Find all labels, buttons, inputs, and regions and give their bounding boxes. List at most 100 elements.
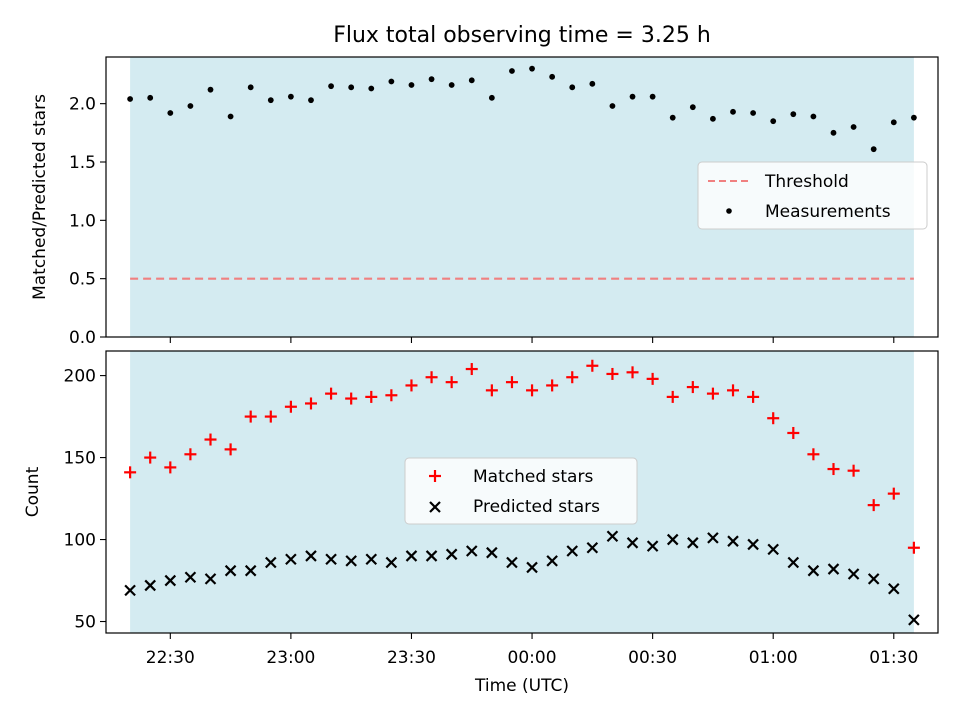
x-tick-label: 23:30 [387, 648, 436, 668]
matched-star-point [887, 487, 900, 500]
predicted-star-point [506, 556, 518, 569]
measurement-point [488, 94, 495, 101]
measurement-point [649, 93, 656, 100]
matched-star-point [666, 390, 679, 403]
bottom-y-axis: 50 100 150 200 [64, 367, 106, 633]
matched-star-point [787, 426, 800, 439]
bottom-y-axis-label: Count [23, 466, 43, 517]
matched-star-point [606, 367, 619, 380]
x-tick-label: 23:00 [266, 648, 315, 668]
top-y-axis: 0.0 0.5 1.0 1.5 2.0 [69, 95, 106, 348]
predicted-star-point [847, 568, 860, 580]
x-tick-label: 01:30 [869, 648, 918, 668]
legend-matched-label: Matched stars [473, 467, 593, 487]
matched-star-point [204, 433, 217, 446]
matched-star-point [224, 443, 237, 456]
predicted-star-point [646, 540, 659, 552]
matched-star-point [505, 376, 518, 389]
measurement-point [227, 113, 234, 120]
predicted-star-point [727, 535, 739, 547]
y-tick-label: 1.0 [69, 211, 96, 231]
measurement-point [770, 118, 777, 125]
y-tick-label: 1.5 [69, 153, 96, 173]
y-tick-label: 0.0 [69, 328, 96, 348]
measurement-point [710, 115, 716, 122]
legend-predicted-label: Predicted stars [473, 497, 600, 517]
predicted-star-point [124, 584, 136, 597]
matched-star-point [867, 499, 880, 512]
predicted-star-point [747, 538, 759, 551]
legend-measurements-label: Measurements [765, 202, 891, 222]
top-plot-frame [105, 56, 939, 338]
predicted-star-point [244, 564, 257, 577]
measurement-point [730, 108, 736, 115]
bottom-x-axis: 22:30 23:00 23:30 00:00 00:30 01:00 01:30 [146, 633, 918, 668]
measurement-point [790, 111, 797, 118]
top-legend: Threshold Measurements [697, 161, 928, 230]
predicted-star-point [546, 555, 558, 567]
matched-star-point [626, 366, 639, 379]
measurement-point [589, 80, 596, 87]
predicted-star-point [445, 548, 458, 561]
measurement-point [147, 94, 154, 101]
predicted-star-point [526, 561, 538, 574]
matched-star-point [807, 448, 820, 461]
predicted-star-point [285, 553, 297, 565]
predicted-star-point [707, 532, 719, 544]
matched-star-point [284, 400, 297, 413]
matched-star-point [304, 397, 317, 410]
predicted-star-point [365, 553, 378, 565]
measurement-point [750, 110, 757, 116]
measurement-point [368, 85, 375, 92]
matched-star-point [847, 464, 860, 477]
predicted-star-point [888, 582, 900, 595]
legend-threshold-label: Threshold [764, 172, 849, 192]
predicted-star-point [224, 564, 237, 577]
predicted-star-point [405, 550, 418, 562]
measurement-point [207, 86, 214, 93]
y-tick-label: 150 [64, 449, 96, 469]
predicted-star-point [325, 553, 337, 565]
predicted-star-point [908, 614, 920, 626]
predicted-stars-points [124, 530, 920, 626]
predicted-star-point [164, 574, 177, 587]
x-axis-label: Time (UTC) [474, 676, 569, 696]
measurement-point [549, 73, 556, 80]
measurement-point [247, 84, 254, 91]
y-tick-label: 100 [64, 531, 96, 551]
measurement-point [870, 146, 877, 153]
y-tick-label: 2.0 [69, 95, 96, 115]
measurement-point [428, 76, 435, 83]
matched-star-point [706, 387, 719, 400]
predicted-star-point [465, 545, 478, 557]
measurement-point [629, 93, 636, 100]
matched-star-point [445, 376, 458, 389]
measurement-point [388, 78, 395, 85]
matched-star-point [566, 371, 579, 384]
matched-star-point [646, 372, 659, 385]
predicted-star-point [867, 573, 880, 585]
matched-star-point [385, 389, 398, 402]
bottom-plot-frame [105, 350, 939, 634]
measurement-point [187, 103, 194, 109]
measurement-point [448, 82, 455, 88]
measurement-point [850, 124, 857, 130]
matched-star-point [425, 371, 438, 384]
matched-stars-points [124, 359, 920, 554]
predicted-star-point [606, 530, 619, 543]
matched-star-point [465, 363, 478, 376]
predicted-star-point [687, 537, 699, 549]
predicted-star-point [827, 563, 840, 575]
matched-star-point [767, 412, 780, 425]
matched-star-point [686, 381, 699, 394]
matched-star-point [264, 410, 277, 423]
matched-star-point [345, 392, 358, 405]
matched-star-point [325, 387, 338, 400]
bottom-panel: 50 100 150 200 22:30 23:00 23:30 00:00 00:30 01:… [23, 350, 939, 696]
top-y-axis-label: Matched/Predicted stars [30, 94, 50, 300]
top-panel: 0.00.51.01.52.0 Matched/Predicted stars … [30, 56, 939, 348]
bottom-legend-box [404, 457, 638, 525]
predicted-star-point [787, 556, 800, 569]
legend-predicted-swatch [429, 501, 441, 513]
